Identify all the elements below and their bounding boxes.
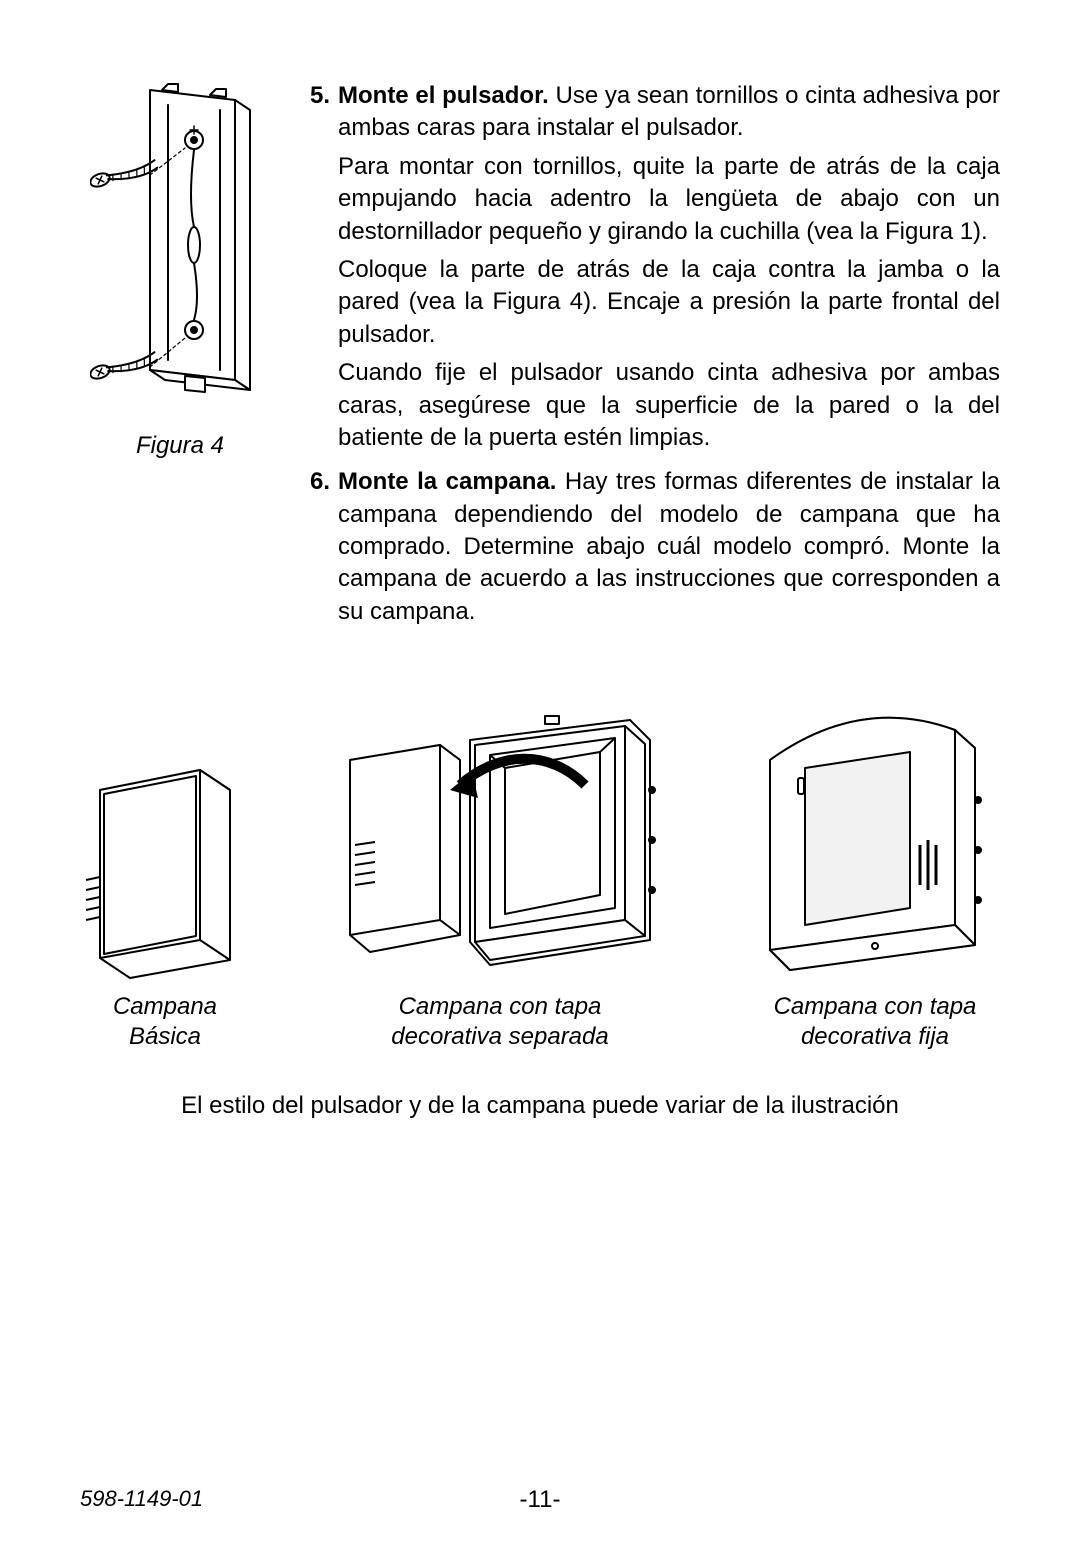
figure-4-column: Figura 4 [80,80,280,640]
figure-campana-separada: Campana con tapa decorativa separada [330,690,670,1052]
step-5-p4: Cuando fije el pulsador usando cinta adh… [338,357,1000,454]
campana-fija-illustration [750,690,1000,980]
campana-basica-illustration [80,750,250,980]
page-number: -11- [520,1486,561,1514]
step-6: 6. Monte la campana. Hay tres formas dif… [310,466,1000,634]
step-5-p3: Coloque la parte de atrás de la caja con… [338,254,1000,351]
campana-basica-label: Campana Básica [113,992,217,1052]
campana-fija-label: Campana con tapa decorativa fija [774,992,977,1052]
step-5: 5. Monte el pulsador. Use ya sean tornil… [310,80,1000,460]
top-section: Figura 4 5. Monte el pulsador. Use ya se… [80,80,1000,640]
page-footer: 598-1149-01 -11- [80,1486,1000,1512]
step-5-body: Monte el pulsador. Use ya sean tornillos… [338,80,1000,460]
document-code: 598-1149-01 [80,1486,203,1512]
footer-spacer [994,1486,1000,1512]
figure-4-illustration [90,80,270,420]
step-5-number: 5. [310,80,338,460]
figure-campana-basica: Campana Básica [80,750,250,1052]
step-5-p2: Para montar con tornillos, quite la part… [338,151,1000,248]
campana-separada-illustration [330,690,670,980]
step-6-title: Monte la campana. [338,468,556,495]
step-6-body: Monte la campana. Hay tres formas difere… [338,466,1000,634]
instruction-text: 5. Monte el pulsador. Use ya sean tornil… [310,80,1000,640]
variation-note: El estilo del pulsador y de la campana p… [80,1092,1000,1120]
campana-separada-label: Campana con tapa decorativa separada [391,992,608,1052]
step-6-number: 6. [310,466,338,634]
figure-campana-fija: Campana con tapa decorativa fija [750,690,1000,1052]
figure-4-caption: Figura 4 [136,432,224,460]
step-5-title: Monte el pulsador. [338,82,549,109]
bottom-figures-row: Campana Básica [80,690,1000,1052]
